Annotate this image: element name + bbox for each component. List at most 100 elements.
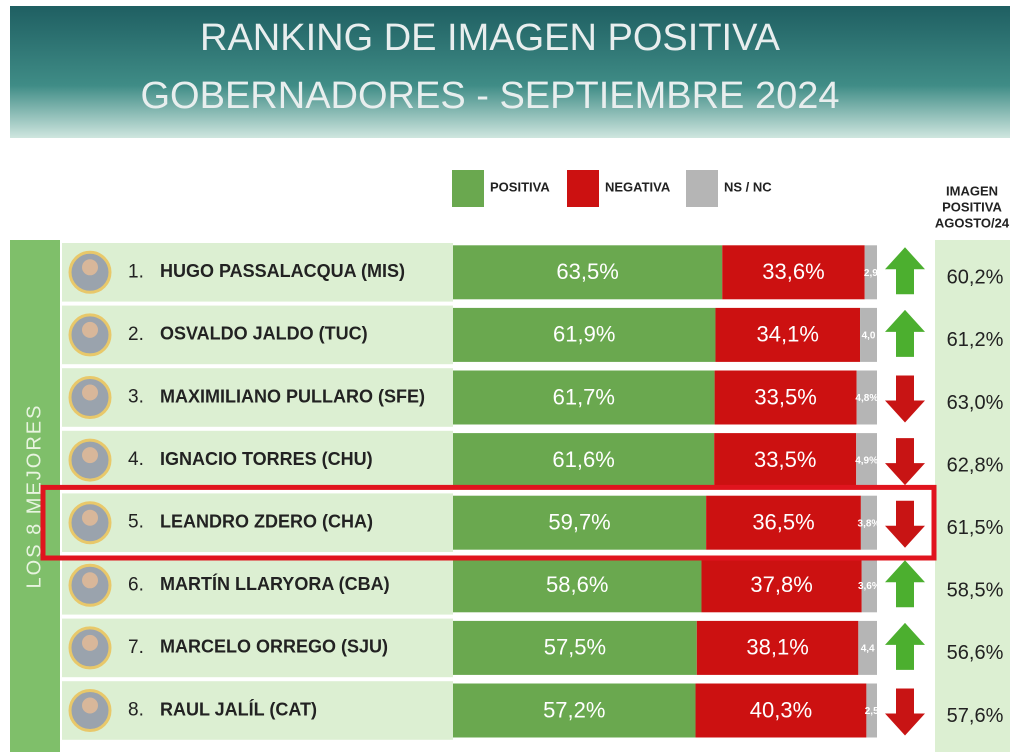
bar-segment [453, 558, 702, 613]
legend-label: POSITIVA [490, 179, 550, 194]
bar-segment [861, 558, 877, 613]
category-label: MARTÍN LLARYORA (CBA) [160, 573, 390, 594]
bar-segment [714, 370, 857, 425]
value-label: 57,2% [543, 697, 605, 722]
previous-title: POSITIVA [942, 199, 1002, 214]
previous-title: IMAGEN [946, 183, 998, 198]
value-label: 40,3% [750, 697, 812, 722]
avatar-head [82, 384, 98, 401]
category-label: LEANDRO ZDERO (CHA) [160, 511, 373, 531]
value-label: 4,4 [861, 644, 875, 655]
arrow-up [885, 309, 925, 357]
arrow-down [885, 438, 925, 486]
bar-segment [453, 683, 696, 738]
bar-segment [866, 683, 877, 738]
header-bg [10, 6, 1010, 138]
legend-swatch [567, 170, 599, 207]
bar-segment [695, 683, 867, 738]
legend-label: NS / NC [724, 179, 772, 194]
legend-swatch [686, 170, 718, 207]
previous-value: 60,2% [947, 267, 1004, 289]
value-label: 58,6% [546, 572, 608, 597]
value-label: 3,8% [858, 518, 881, 529]
bar-segment [453, 620, 697, 675]
row-bg [62, 681, 453, 740]
bar-segment [856, 370, 877, 425]
bar-segment [860, 495, 877, 550]
previous-value: 56,6% [947, 642, 1004, 664]
value-label: 33,5% [754, 447, 816, 472]
bar-segment [858, 620, 877, 675]
bar-segment [453, 307, 716, 362]
chart-title: RANKING DE IMAGEN POSITIVA [200, 17, 781, 59]
row-bg [62, 556, 453, 615]
legend-swatch [452, 170, 484, 207]
row-bg [62, 430, 453, 490]
avatar-head [82, 447, 98, 464]
bar-segment [714, 433, 857, 488]
bar-segment [722, 245, 865, 300]
value-label: 59,7% [548, 510, 610, 535]
arrow-down [885, 500, 925, 548]
arrow-up [885, 247, 925, 295]
value-label: 61,7% [553, 384, 615, 409]
value-label: 38,1% [746, 635, 808, 660]
row-bg [62, 243, 453, 302]
bar-segment [453, 370, 715, 425]
value-label: 33,6% [762, 259, 824, 284]
chart-subtitle: GOBERNADORES - SEPTIEMBRE 2024 [141, 75, 840, 117]
category-label: MARCELO ORREGO (SJU) [160, 637, 388, 657]
row-bg [62, 493, 453, 552]
bar-segment [856, 433, 877, 488]
bar-segment [696, 620, 859, 675]
value-label: 33,5% [754, 384, 816, 409]
row-bg [62, 305, 453, 365]
rank: 4. [128, 449, 144, 470]
value-label: 37,8% [750, 572, 812, 597]
previous-value: 63,0% [947, 392, 1004, 414]
previous-value: 61,5% [947, 517, 1004, 539]
category-label: OSVALDO JALDO (TUC) [160, 324, 368, 344]
previous-panel [935, 240, 1010, 752]
category-label: HUGO PASSALACQUA (MIS) [160, 261, 405, 281]
rank: 8. [128, 700, 144, 721]
rank: 1. [128, 261, 144, 282]
avatar-head [82, 321, 98, 338]
bar-segment [706, 495, 861, 550]
arrow-down [885, 375, 925, 423]
previous-value: 62,8% [947, 454, 1004, 476]
arrow-down [885, 688, 925, 736]
row-bg [62, 618, 453, 678]
bar-segment [860, 307, 877, 362]
legend-label: NEGATIVA [605, 179, 671, 194]
highlight-box [40, 484, 937, 561]
value-label: 34,1% [757, 322, 819, 347]
bar-segment [864, 245, 877, 300]
row-bg [62, 368, 453, 427]
value-label: 4,0 [862, 331, 876, 342]
bar-segment [453, 433, 715, 488]
category-label: IGNACIO TORRES (CHU) [160, 449, 373, 469]
arrow-up [885, 560, 925, 608]
side-label: LOS 8 MEJORES [23, 404, 45, 589]
value-label: 61,6% [552, 447, 614, 472]
avatar-head [82, 697, 98, 714]
rank: 5. [128, 512, 144, 533]
avatar-head [82, 634, 98, 651]
arrow-up [885, 622, 925, 670]
rank: 7. [128, 637, 144, 658]
value-label: 57,5% [544, 635, 606, 660]
avatar-head [82, 509, 98, 526]
bar-segment [453, 245, 723, 300]
previous-value: 58,5% [947, 580, 1004, 602]
avatar-head [82, 259, 98, 276]
value-label: 4,8% [855, 393, 878, 404]
value-label: 63,5% [556, 259, 618, 284]
side-band [10, 240, 60, 752]
rank: 2. [128, 324, 144, 345]
value-label: 2,9 [864, 268, 878, 279]
previous-value: 61,2% [947, 329, 1004, 351]
value-label: 36,5% [752, 510, 814, 535]
value-label: 2,5 [865, 706, 879, 717]
